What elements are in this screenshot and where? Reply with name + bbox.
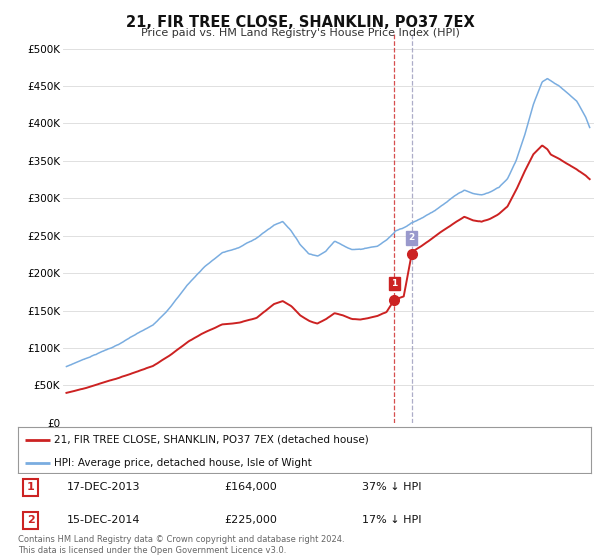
Text: 21, FIR TREE CLOSE, SHANKLIN, PO37 7EX (detached house): 21, FIR TREE CLOSE, SHANKLIN, PO37 7EX (… <box>53 435 368 445</box>
Text: 2: 2 <box>409 234 415 242</box>
Text: 17% ↓ HPI: 17% ↓ HPI <box>362 515 421 525</box>
Text: £164,000: £164,000 <box>224 482 277 492</box>
Text: 1: 1 <box>391 279 398 288</box>
Text: £225,000: £225,000 <box>224 515 277 525</box>
Text: 15-DEC-2014: 15-DEC-2014 <box>67 515 140 525</box>
Text: 37% ↓ HPI: 37% ↓ HPI <box>362 482 421 492</box>
Text: 2: 2 <box>27 515 34 525</box>
Text: 1: 1 <box>27 482 34 492</box>
Text: 21, FIR TREE CLOSE, SHANKLIN, PO37 7EX: 21, FIR TREE CLOSE, SHANKLIN, PO37 7EX <box>125 15 475 30</box>
Text: Price paid vs. HM Land Registry's House Price Index (HPI): Price paid vs. HM Land Registry's House … <box>140 28 460 38</box>
Text: 17-DEC-2013: 17-DEC-2013 <box>67 482 140 492</box>
Text: HPI: Average price, detached house, Isle of Wight: HPI: Average price, detached house, Isle… <box>53 458 311 468</box>
Text: Contains HM Land Registry data © Crown copyright and database right 2024.
This d: Contains HM Land Registry data © Crown c… <box>18 535 344 555</box>
